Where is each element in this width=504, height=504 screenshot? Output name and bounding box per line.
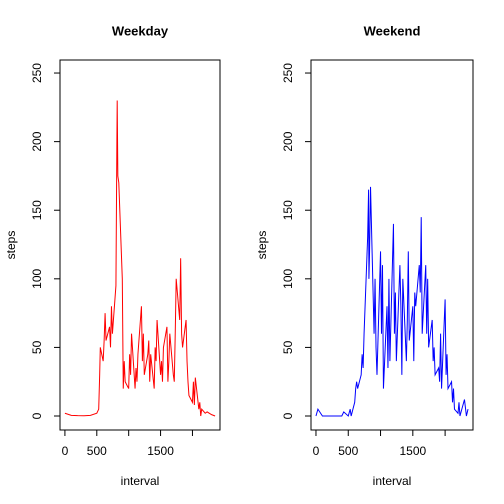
chart-title: Weekend [364, 23, 421, 38]
x-tick-label: 0 [62, 444, 69, 458]
y-tick-label: 100 [30, 268, 44, 288]
y-tick-label: 200 [30, 131, 44, 151]
x-tick-label: 1500 [147, 444, 174, 458]
y-tick-label: 250 [281, 63, 295, 83]
data-line [315, 186, 469, 417]
x-tick-label: 1500 [399, 444, 426, 458]
data-line [64, 100, 216, 417]
plot-box [59, 59, 221, 431]
y-tick-label: 250 [30, 63, 44, 83]
y-tick-label: 50 [281, 340, 295, 354]
x-axis-label: interval [373, 474, 412, 488]
chart-title: Weekday [112, 23, 169, 38]
x-tick-label: 500 [338, 444, 358, 458]
y-tick-label: 200 [281, 131, 295, 151]
plot-box [310, 59, 474, 431]
x-tick-label: 0 [313, 444, 320, 458]
y-tick-label: 0 [30, 412, 44, 419]
y-tick-label: 150 [30, 200, 44, 220]
y-axis-label: steps [4, 231, 18, 260]
y-tick-label: 0 [281, 412, 295, 419]
y-tick-label: 150 [281, 200, 295, 220]
y-tick-label: 50 [30, 340, 44, 354]
x-tick-label: 500 [87, 444, 107, 458]
y-axis-label: steps [255, 231, 269, 260]
y-tick-label: 100 [281, 268, 295, 288]
x-axis-label: interval [121, 474, 160, 488]
